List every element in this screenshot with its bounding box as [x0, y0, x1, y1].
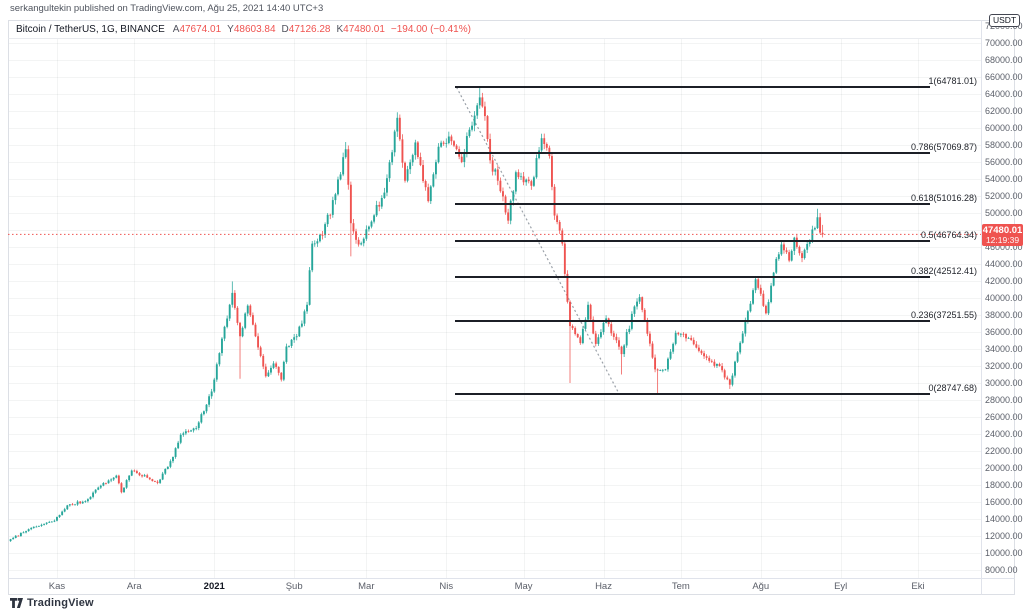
tradingview-logo-text: TradingView	[27, 597, 94, 609]
last-price-value: 47480.01	[982, 225, 1023, 237]
ohlc-values: A47674.01 Y48603.84 D47126.28 K47480.01 …	[173, 24, 471, 35]
tradingview-logo[interactable]: TradingView	[10, 597, 94, 609]
candlestick-series	[9, 87, 824, 542]
fib-level-lines	[455, 86, 930, 395]
symbol-bar: Bitcoin / TetherUS, 1G, BINANCE A47674.0…	[9, 21, 471, 38]
close-letter: K	[336, 24, 344, 35]
frame-lines	[8, 20, 1015, 595]
close-value: 47480.01	[343, 24, 385, 35]
open-letter: A	[172, 24, 180, 35]
last-price-badge: 47480.01 12:19:39	[982, 224, 1023, 247]
grid-lines	[8, 38, 981, 578]
low-value: 47126.28	[288, 24, 331, 35]
high-letter: Y	[227, 24, 234, 35]
high-value: 48603.84	[233, 24, 276, 35]
tradingview-logo-icon	[10, 597, 23, 608]
change-value: −194.00 (−0.41%)	[390, 24, 471, 35]
open-value: 47674.01	[179, 24, 222, 35]
fib-trendline	[456, 87, 620, 394]
symbol-name[interactable]: Bitcoin / TetherUS, 1G, BINANCE	[16, 24, 165, 35]
bar-countdown: 12:19:39	[985, 235, 1020, 246]
currency-toggle-button[interactable]: USDT	[989, 14, 1021, 27]
publisher-line: serkangultekin published on TradingView.…	[10, 3, 324, 14]
low-letter: D	[281, 24, 289, 35]
